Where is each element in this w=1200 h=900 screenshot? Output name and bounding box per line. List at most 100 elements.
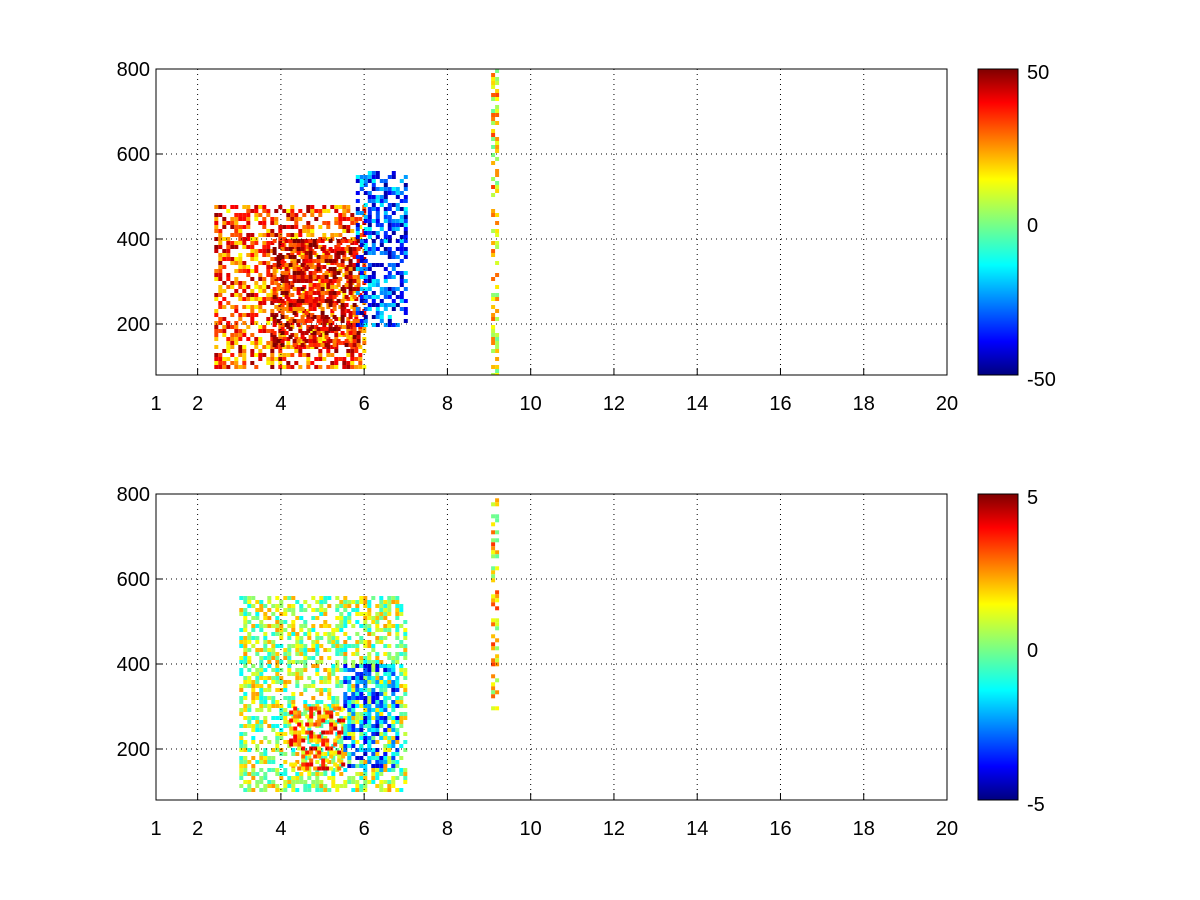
heatmap-cell — [358, 361, 363, 365]
heatmap-cell — [270, 341, 275, 345]
heatmap-cell — [315, 672, 320, 676]
heatmap-cell — [259, 704, 264, 708]
heatmap-cell — [238, 317, 243, 321]
heatmap-cell — [297, 730, 302, 735]
heatmap-cell — [403, 271, 408, 275]
heatmap-cell — [292, 239, 297, 243]
heatmap-cell — [355, 720, 360, 724]
heatmap-cell — [298, 329, 303, 333]
heatmap-cell — [395, 608, 400, 612]
heatmap-cell — [275, 688, 280, 692]
heatmap-cell — [307, 676, 312, 680]
heatmap-cell — [304, 251, 309, 255]
heatmap-cell — [334, 221, 339, 225]
heatmap-cell — [383, 624, 388, 628]
heatmap-cell — [352, 343, 357, 347]
heatmap-cell — [307, 768, 312, 772]
heatmap-cell — [367, 728, 372, 732]
heatmap-cell — [329, 730, 334, 735]
heatmap-cell — [267, 600, 272, 604]
heatmap-cell — [355, 728, 360, 732]
heatmap-cell — [259, 768, 264, 772]
heatmap-cell — [230, 345, 235, 349]
heatmap-cell — [304, 331, 309, 335]
heatmap-cell — [287, 648, 292, 652]
heatmap-cell — [348, 271, 353, 275]
heatmap-cell — [346, 217, 351, 221]
heatmap-cell — [267, 724, 272, 728]
x-tick-label: 6 — [359, 818, 370, 840]
heatmap-cell — [371, 616, 376, 620]
heatmap-cell — [295, 668, 300, 672]
heatmap-cell — [495, 550, 500, 555]
heatmap-cell — [279, 716, 284, 720]
heatmap-cell — [331, 784, 336, 788]
heatmap-cell — [383, 748, 388, 752]
heatmap-cell — [363, 680, 368, 684]
heatmap-cell — [491, 129, 496, 133]
heatmap-cell — [336, 255, 341, 259]
heatmap-cell — [403, 776, 408, 780]
heatmap-cell — [295, 788, 300, 792]
heatmap-cell — [343, 748, 348, 752]
heatmap-cell — [266, 345, 271, 349]
heatmap-cell — [331, 664, 336, 668]
heatmap-cell — [347, 756, 352, 760]
heatmap-cell — [342, 209, 347, 213]
heatmap-cell — [222, 349, 227, 353]
heatmap-cell — [351, 644, 356, 648]
heatmap-cell — [315, 760, 320, 764]
heatmap-cell — [328, 255, 333, 259]
heatmap-cell — [303, 656, 308, 660]
heatmap-cell — [306, 365, 311, 369]
heatmap-cell — [311, 684, 316, 688]
heatmap-cell — [347, 764, 352, 768]
heatmap-cell — [362, 341, 367, 345]
heatmap-cell — [247, 684, 252, 688]
heatmap-cell — [330, 205, 335, 209]
heatmap-cell — [306, 345, 311, 349]
heatmap-cell — [367, 195, 372, 199]
heatmap-cell — [271, 696, 276, 700]
heatmap-cell — [495, 69, 500, 73]
heatmap-cell — [362, 365, 367, 369]
heatmap-cell — [395, 263, 400, 267]
heatmap-cell — [263, 632, 268, 636]
heatmap-cell — [272, 339, 277, 343]
heatmap-cell — [255, 600, 260, 604]
heatmap-cell — [270, 313, 275, 317]
heatmap-cell — [341, 746, 346, 751]
heatmap-cell — [315, 772, 320, 776]
heatmap-cell — [239, 688, 244, 692]
heatmap-cell — [287, 652, 292, 656]
heatmap-cell — [251, 644, 256, 648]
heatmap-cell — [379, 251, 384, 255]
heatmap-cell — [383, 680, 388, 684]
heatmap-cell — [324, 319, 329, 323]
heatmap-cell — [278, 345, 283, 349]
heatmap-cell — [284, 291, 289, 295]
heatmap-cell — [359, 692, 364, 696]
heatmap-cell — [263, 736, 268, 740]
heatmap-cell — [495, 662, 500, 667]
heatmap-cell — [255, 668, 260, 672]
heatmap-cell — [255, 720, 260, 724]
heatmap-cell — [323, 632, 328, 636]
heatmap-cell — [335, 652, 340, 656]
heatmap-cell — [262, 309, 267, 313]
heatmap-cell — [336, 279, 341, 283]
heatmap-cell — [334, 285, 339, 289]
heatmap-cell — [371, 207, 376, 211]
heatmap-cell — [250, 361, 255, 365]
heatmap-cell — [327, 676, 332, 680]
heatmap-cell — [339, 740, 344, 744]
heatmap-cell — [328, 295, 333, 299]
heatmap-cell — [255, 612, 260, 616]
heatmap-cell — [363, 780, 368, 784]
heatmap-cell — [251, 696, 256, 700]
heatmap-cell — [387, 760, 392, 764]
heatmap-cell — [327, 680, 332, 684]
heatmap-cell — [238, 217, 243, 221]
heatmap-cell — [308, 299, 313, 303]
heatmap-cell — [242, 265, 247, 269]
